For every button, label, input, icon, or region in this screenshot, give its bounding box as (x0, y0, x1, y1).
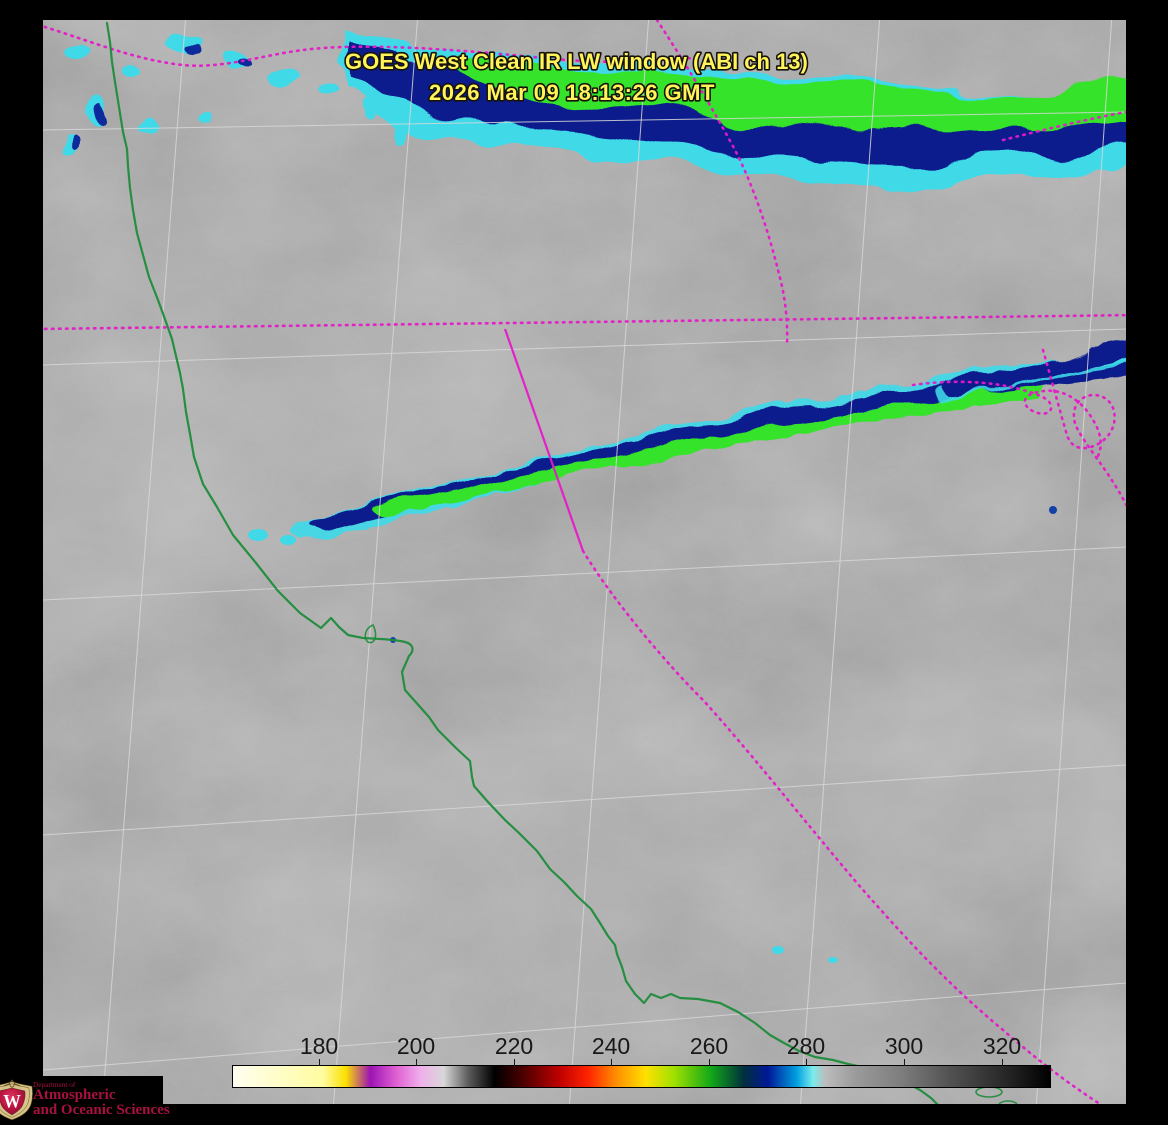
svg-text:2026 Mar 09 18:13:26 GMT: 2026 Mar 09 18:13:26 GMT (429, 80, 715, 105)
svg-text:W: W (3, 1091, 21, 1111)
svg-text:GOES West Clean IR LW window (: GOES West Clean IR LW window (ABI ch 13) (345, 49, 808, 74)
